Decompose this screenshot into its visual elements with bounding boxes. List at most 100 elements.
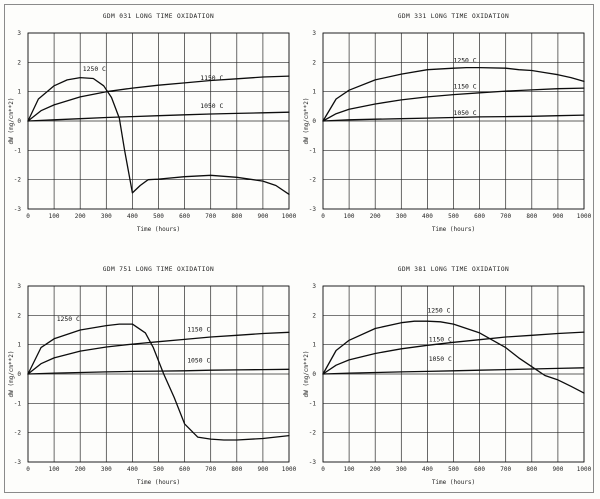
chart-panel-3: GDM 751 LONG TIME OXIDATION 0 100 200 300 400… xyxy=(8,266,297,486)
series-line-1050-c xyxy=(322,114,585,122)
x-tick-label: 100 xyxy=(49,213,60,220)
curve-label: 1150 C xyxy=(200,74,223,82)
y-tick-label: 0 xyxy=(17,118,21,125)
curve-label: 1050 C xyxy=(187,356,210,364)
series-line-1150-c xyxy=(322,331,585,375)
x-tick-label: 0 xyxy=(321,213,325,220)
x-tick-label: 300 xyxy=(101,213,112,220)
x-tick-label: 1000 xyxy=(577,213,592,220)
y-tick-label: -1 xyxy=(14,147,22,154)
series-line-1050-c xyxy=(322,367,585,375)
x-tick-label: 200 xyxy=(75,213,86,220)
curve-label: 1050 C xyxy=(429,355,452,363)
y-tick-label: 2 xyxy=(312,312,316,319)
x-tick-label: 100 xyxy=(49,466,60,473)
x-axis-label: Time (hours) xyxy=(137,226,180,233)
y-tick-label: -3 xyxy=(14,206,22,213)
y-tick-label: 2 xyxy=(17,312,21,319)
curve-label: 1050 C xyxy=(200,102,223,110)
figure-frame xyxy=(4,4,594,493)
x-tick-label: 400 xyxy=(422,213,433,220)
series-line-1150-c xyxy=(322,87,585,122)
x-tick-label: 200 xyxy=(370,466,381,473)
y-tick-label: -2 xyxy=(14,177,22,184)
chart-panel-2: GDM 331 LONG TIME OXIDATION 0 100 200 300 400… xyxy=(303,13,592,233)
x-tick-label: 1000 xyxy=(282,213,297,220)
curve-label: 1150 C xyxy=(429,336,452,344)
y-tick-label: 3 xyxy=(17,283,21,290)
x-tick-label: 300 xyxy=(101,466,112,473)
y-tick-label: -1 xyxy=(309,400,317,407)
x-tick-label: 400 xyxy=(127,466,138,473)
x-tick-label: 900 xyxy=(552,213,563,220)
x-tick-label: 600 xyxy=(474,213,485,220)
x-axis-label: Time (hours) xyxy=(137,479,180,486)
y-tick-label: -3 xyxy=(14,459,22,466)
x-tick-label: 0 xyxy=(26,213,30,220)
y-tick-label: -1 xyxy=(14,400,22,407)
x-tick-label: 800 xyxy=(231,466,242,473)
y-tick-label: -3 xyxy=(309,459,317,466)
series-line-1250-c xyxy=(27,76,290,195)
curve-label: 1150 C xyxy=(187,325,210,333)
y-tick-label: 2 xyxy=(312,59,316,66)
y-tick-label: 3 xyxy=(312,30,316,37)
y-tick-label: 0 xyxy=(312,371,316,378)
x-tick-label: 800 xyxy=(526,213,537,220)
chart-title: GDM 031 LONG TIME OXIDATION xyxy=(103,13,214,20)
y-axis-label: dW (mg/cm**2) xyxy=(8,351,15,398)
x-tick-label: 900 xyxy=(552,466,563,473)
series-line-1250-c xyxy=(322,66,585,122)
series-line-1050-c xyxy=(27,368,290,375)
series-line-1250-c xyxy=(322,320,585,394)
curve-label: 1250 C xyxy=(454,56,477,64)
x-axis-label: Time (hours) xyxy=(432,479,475,486)
y-axis-label: dW (mg/cm**2) xyxy=(303,351,310,398)
x-tick-label: 0 xyxy=(26,466,30,473)
y-tick-label: 3 xyxy=(312,283,316,290)
x-tick-label: 100 xyxy=(344,466,355,473)
x-tick-label: 500 xyxy=(448,213,459,220)
curve-label: 1050 C xyxy=(454,109,477,117)
x-tick-label: 600 xyxy=(179,466,190,473)
series-line-1150-c xyxy=(27,331,290,375)
x-tick-label: 600 xyxy=(474,466,485,473)
x-tick-label: 700 xyxy=(500,466,511,473)
x-tick-label: 300 xyxy=(396,213,407,220)
y-tick-label: 2 xyxy=(17,59,21,66)
y-axis-label: dW (mg/cm**2) xyxy=(8,98,15,145)
y-tick-label: 1 xyxy=(17,342,21,349)
x-tick-label: 900 xyxy=(257,466,268,473)
x-tick-label: 200 xyxy=(75,466,86,473)
x-tick-label: 700 xyxy=(205,213,216,220)
series-line-1250-c xyxy=(27,323,290,441)
y-tick-label: 1 xyxy=(17,89,21,96)
x-tick-label: 200 xyxy=(370,213,381,220)
x-tick-label: 400 xyxy=(127,213,138,220)
x-axis-label: Time (hours) xyxy=(432,226,475,233)
chart-title: GDM 751 LONG TIME OXIDATION xyxy=(103,266,214,273)
y-tick-label: 1 xyxy=(312,89,316,96)
x-tick-label: 900 xyxy=(257,213,268,220)
y-tick-label: -1 xyxy=(309,147,317,154)
x-tick-label: 800 xyxy=(231,213,242,220)
curve-label: 1250 C xyxy=(427,306,450,314)
x-tick-label: 500 xyxy=(153,213,164,220)
x-tick-label: 500 xyxy=(448,466,459,473)
y-tick-label: 1 xyxy=(312,342,316,349)
x-tick-label: 300 xyxy=(396,466,407,473)
y-tick-label: 0 xyxy=(17,371,21,378)
x-tick-label: 500 xyxy=(153,466,164,473)
x-tick-label: 700 xyxy=(500,213,511,220)
x-tick-label: 0 xyxy=(321,466,325,473)
y-tick-label: -3 xyxy=(309,206,317,213)
curve-label: 1250 C xyxy=(83,65,106,73)
y-tick-label: -2 xyxy=(309,177,317,184)
y-tick-label: -2 xyxy=(309,430,317,437)
curve-label: 1250 C xyxy=(57,315,80,323)
y-tick-label: -2 xyxy=(14,430,22,437)
chart-title: GDM 331 LONG TIME OXIDATION xyxy=(398,13,509,20)
x-tick-label: 800 xyxy=(526,466,537,473)
